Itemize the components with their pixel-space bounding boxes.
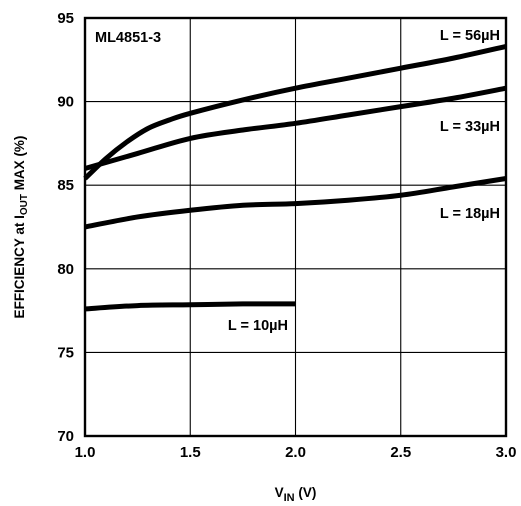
y-axis-label: EFFICIENCY at IOUT MAX (%) xyxy=(12,136,30,319)
series-line-1 xyxy=(84,85,507,171)
series-line-3 xyxy=(84,301,296,312)
y-axis-label-post: MAX (%) xyxy=(12,136,27,195)
grid-lines xyxy=(85,18,506,436)
y-tick-label: 90 xyxy=(57,94,74,111)
x-tick-label: 1.5 xyxy=(180,444,201,461)
y-axis-label-pre: EFFICIENCY at I xyxy=(12,215,27,318)
x-tick-label: 2.5 xyxy=(390,444,411,461)
x-tick-label: 1.0 xyxy=(75,444,96,461)
y-tick-label: 80 xyxy=(57,261,74,278)
chart-title: ML4851-3 xyxy=(95,30,161,46)
y-tick-label: 95 xyxy=(57,10,74,27)
y-tick-label: 70 xyxy=(57,428,74,445)
series-label-18uh: L = 18µH xyxy=(440,206,500,222)
plot-frame xyxy=(83,16,508,438)
series-label-56uh: L = 56µH xyxy=(440,28,500,44)
x-axis-label-unit: (V) xyxy=(295,485,317,500)
y-axis-label-sub: OUT xyxy=(19,194,30,215)
series-line-0 xyxy=(83,43,507,181)
x-axis-label-main: V xyxy=(275,485,284,500)
series-label-10uh: L = 10µH xyxy=(228,318,288,334)
x-axis-label: VIN (V) xyxy=(275,485,317,504)
series-lines xyxy=(83,43,507,312)
y-tick-label: 75 xyxy=(57,344,74,361)
series-line-2 xyxy=(84,176,507,230)
y-tick-labels: 70 75 80 85 90 95 xyxy=(57,10,74,445)
series-label-33uh: L = 33µH xyxy=(440,119,500,135)
x-tick-label: 2.0 xyxy=(285,444,306,461)
x-tick-labels: 1.0 1.5 2.0 2.5 3.0 xyxy=(75,444,517,461)
x-axis-label-sub: IN xyxy=(284,492,295,504)
x-tick-label: 3.0 xyxy=(496,444,517,461)
y-tick-label: 85 xyxy=(57,177,74,194)
